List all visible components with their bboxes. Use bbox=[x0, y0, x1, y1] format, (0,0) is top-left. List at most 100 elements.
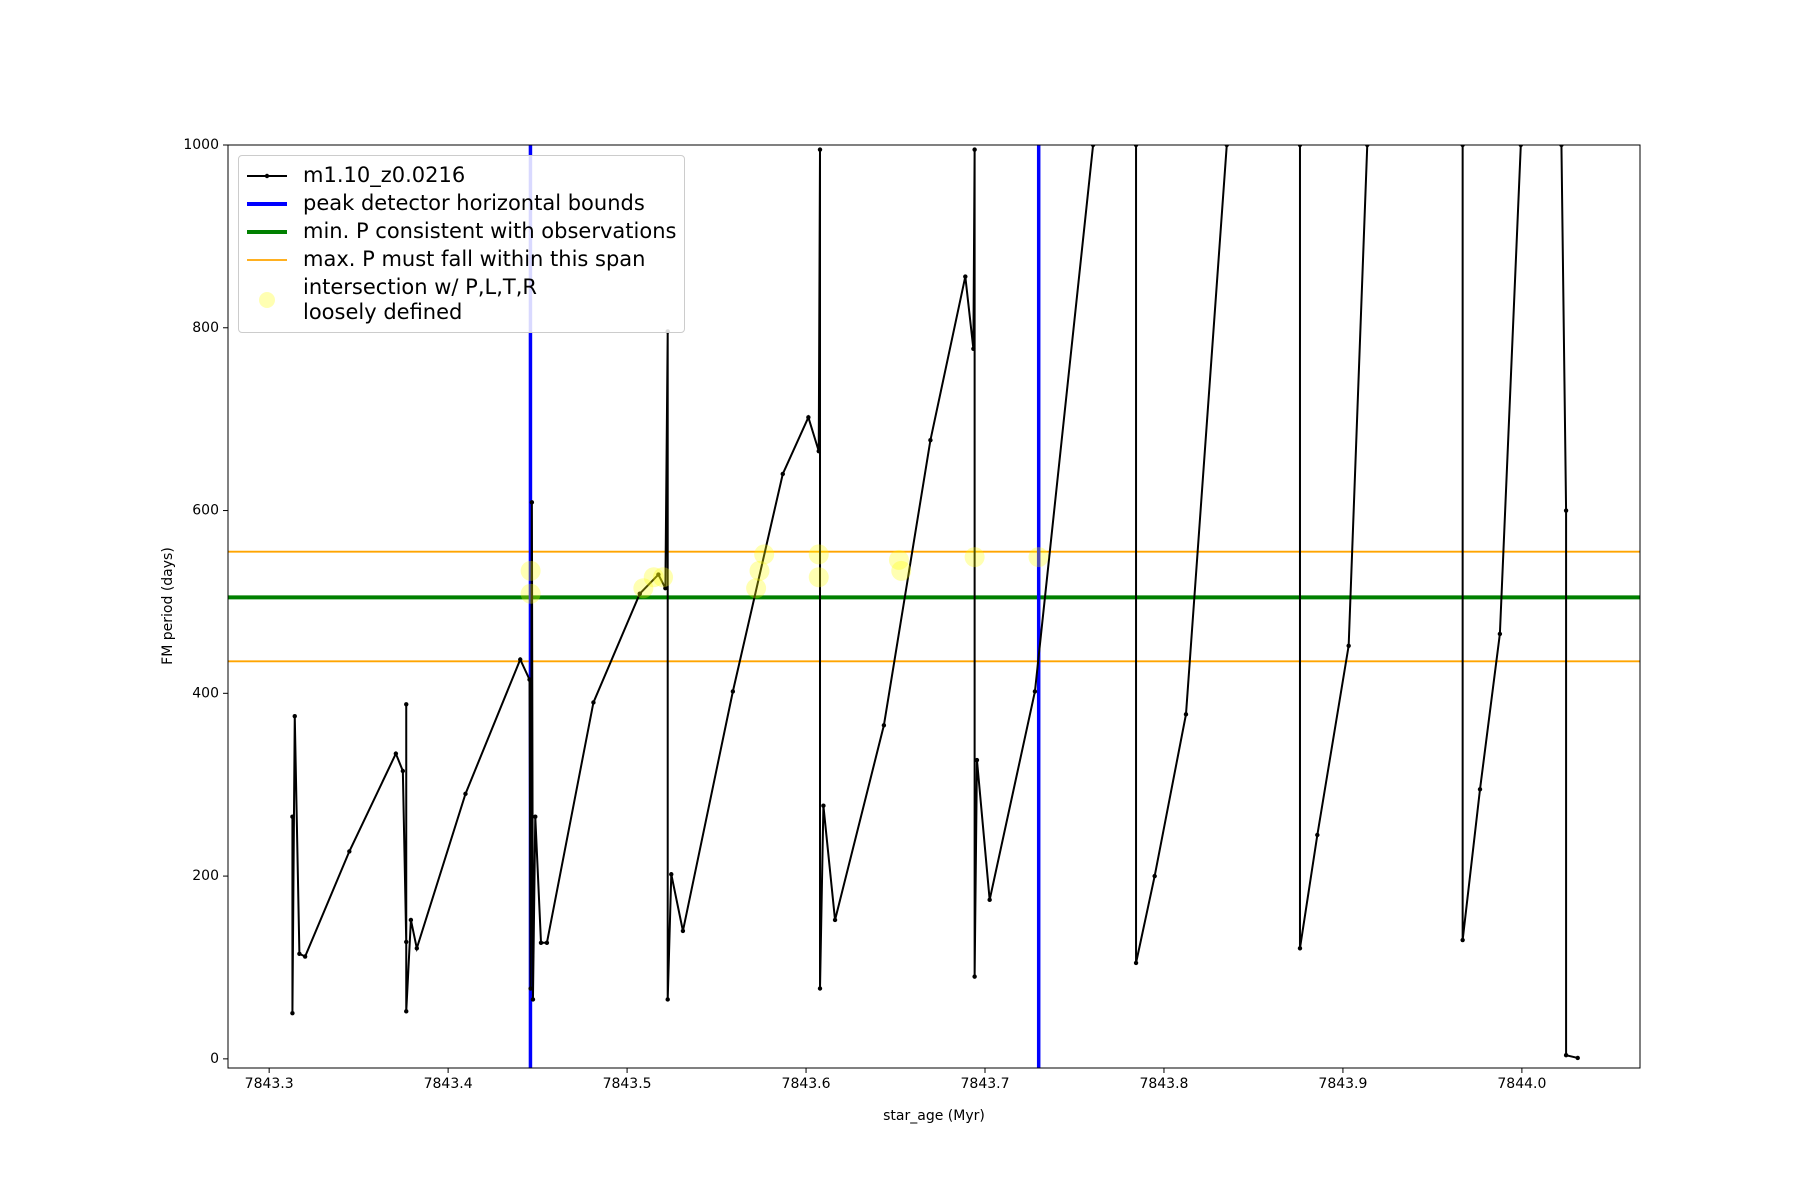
legend-entry: min. P consistent with observations bbox=[245, 219, 676, 244]
data-point bbox=[1538, 51, 1542, 55]
data-point bbox=[1460, 145, 1465, 148]
data-point bbox=[538, 940, 544, 946]
data-point bbox=[400, 768, 406, 774]
scatter-point bbox=[964, 547, 985, 568]
data-point bbox=[780, 471, 785, 477]
data-point bbox=[1297, 145, 1303, 148]
legend-marker bbox=[264, 173, 270, 178]
data-point bbox=[1563, 508, 1569, 513]
data-point bbox=[1412, 51, 1416, 55]
data-point bbox=[1183, 712, 1189, 717]
data-point bbox=[821, 803, 826, 808]
y-tick-label: 1000 bbox=[183, 137, 219, 153]
legend-swatch bbox=[259, 292, 275, 308]
data-point bbox=[665, 997, 670, 1002]
scatter-point bbox=[633, 578, 654, 599]
scatter-point bbox=[520, 583, 541, 604]
data-point bbox=[1477, 787, 1483, 792]
y-tick-label: 0 bbox=[210, 1051, 219, 1067]
data-point bbox=[529, 500, 535, 505]
data-point bbox=[404, 1009, 409, 1014]
data-point bbox=[963, 274, 968, 279]
plot-area bbox=[228, 51, 1640, 1068]
data-point bbox=[972, 974, 977, 979]
data-point bbox=[1346, 643, 1351, 648]
data-point bbox=[730, 689, 736, 694]
data-point bbox=[591, 700, 596, 705]
scatter-point bbox=[653, 567, 674, 588]
legend-swatch bbox=[247, 258, 287, 261]
scatter-point bbox=[643, 567, 664, 588]
data-point bbox=[527, 677, 532, 682]
scatter-point bbox=[808, 544, 829, 565]
data-point bbox=[530, 997, 536, 1002]
scatter-point bbox=[808, 567, 829, 588]
x-tick-label: 7843.8 bbox=[1139, 1076, 1188, 1092]
x-tick-label: 7843.3 bbox=[245, 1076, 294, 1092]
data-point bbox=[1090, 145, 1096, 148]
data-point bbox=[1224, 145, 1229, 148]
data-point bbox=[528, 986, 533, 991]
x-tick-label: 7843.7 bbox=[961, 1076, 1010, 1092]
axes-frame bbox=[227, 144, 1641, 1069]
data-point bbox=[881, 723, 887, 728]
data-point bbox=[1297, 946, 1303, 951]
data-point bbox=[817, 147, 823, 152]
legend-entry: intersection w/ P,L,T,R loosely defined bbox=[245, 275, 676, 325]
data-point bbox=[928, 437, 933, 443]
y-tick-label: 400 bbox=[192, 685, 219, 701]
data-point bbox=[393, 751, 399, 756]
data-point bbox=[972, 147, 977, 152]
x-tick-label: 7843.6 bbox=[782, 1076, 831, 1092]
data-point bbox=[518, 657, 523, 662]
scatter-point bbox=[1028, 547, 1049, 568]
data-point bbox=[404, 939, 409, 945]
data-point bbox=[1497, 631, 1503, 637]
legend-label: peak detector horizontal bounds bbox=[303, 191, 645, 215]
data-point bbox=[637, 591, 642, 596]
data-point bbox=[817, 986, 823, 991]
data-point bbox=[290, 814, 295, 819]
data-point bbox=[971, 346, 976, 351]
y-tick-label: 600 bbox=[192, 503, 219, 519]
x-axis-label: star_age (Myr) bbox=[883, 1108, 985, 1124]
data-point bbox=[414, 946, 420, 951]
legend-entry: m1.10_z0.0216 bbox=[245, 163, 676, 188]
x-tick-label: 7843.4 bbox=[424, 1076, 473, 1092]
data-point bbox=[832, 917, 838, 923]
x-tick-label: 7843.9 bbox=[1318, 1076, 1367, 1092]
legend-label: intersection w/ P,L,T,R loosely defined bbox=[303, 275, 537, 324]
data-point bbox=[663, 586, 668, 591]
data-point bbox=[1559, 145, 1564, 148]
legend-entry: max. P must fall within this span bbox=[245, 247, 676, 272]
scatter-point bbox=[891, 560, 912, 581]
data-point bbox=[1315, 832, 1320, 838]
scatter-point bbox=[520, 560, 541, 581]
data-point bbox=[290, 1010, 295, 1016]
scatter-point bbox=[749, 560, 770, 581]
data-point bbox=[1133, 960, 1139, 966]
x-tick-label: 7844.0 bbox=[1497, 1076, 1546, 1092]
data-point bbox=[1365, 145, 1370, 148]
data-point bbox=[669, 872, 674, 877]
data-point bbox=[302, 954, 308, 959]
data-point bbox=[656, 572, 661, 577]
scatter-point bbox=[888, 549, 909, 570]
data-point bbox=[974, 757, 980, 763]
data-point bbox=[806, 415, 811, 420]
x-tick-label: 7843.5 bbox=[603, 1076, 652, 1092]
data-point bbox=[1575, 1055, 1580, 1061]
data-point bbox=[463, 791, 468, 797]
data-point bbox=[1518, 145, 1524, 148]
data-point bbox=[404, 702, 409, 707]
legend-swatch bbox=[247, 173, 287, 178]
y-axis-label: FM period (days) bbox=[160, 547, 176, 665]
data-point bbox=[1032, 689, 1038, 694]
legend-swatch bbox=[247, 229, 287, 234]
data-point bbox=[292, 713, 297, 719]
data-point bbox=[408, 917, 414, 923]
legend-swatch bbox=[247, 201, 287, 206]
